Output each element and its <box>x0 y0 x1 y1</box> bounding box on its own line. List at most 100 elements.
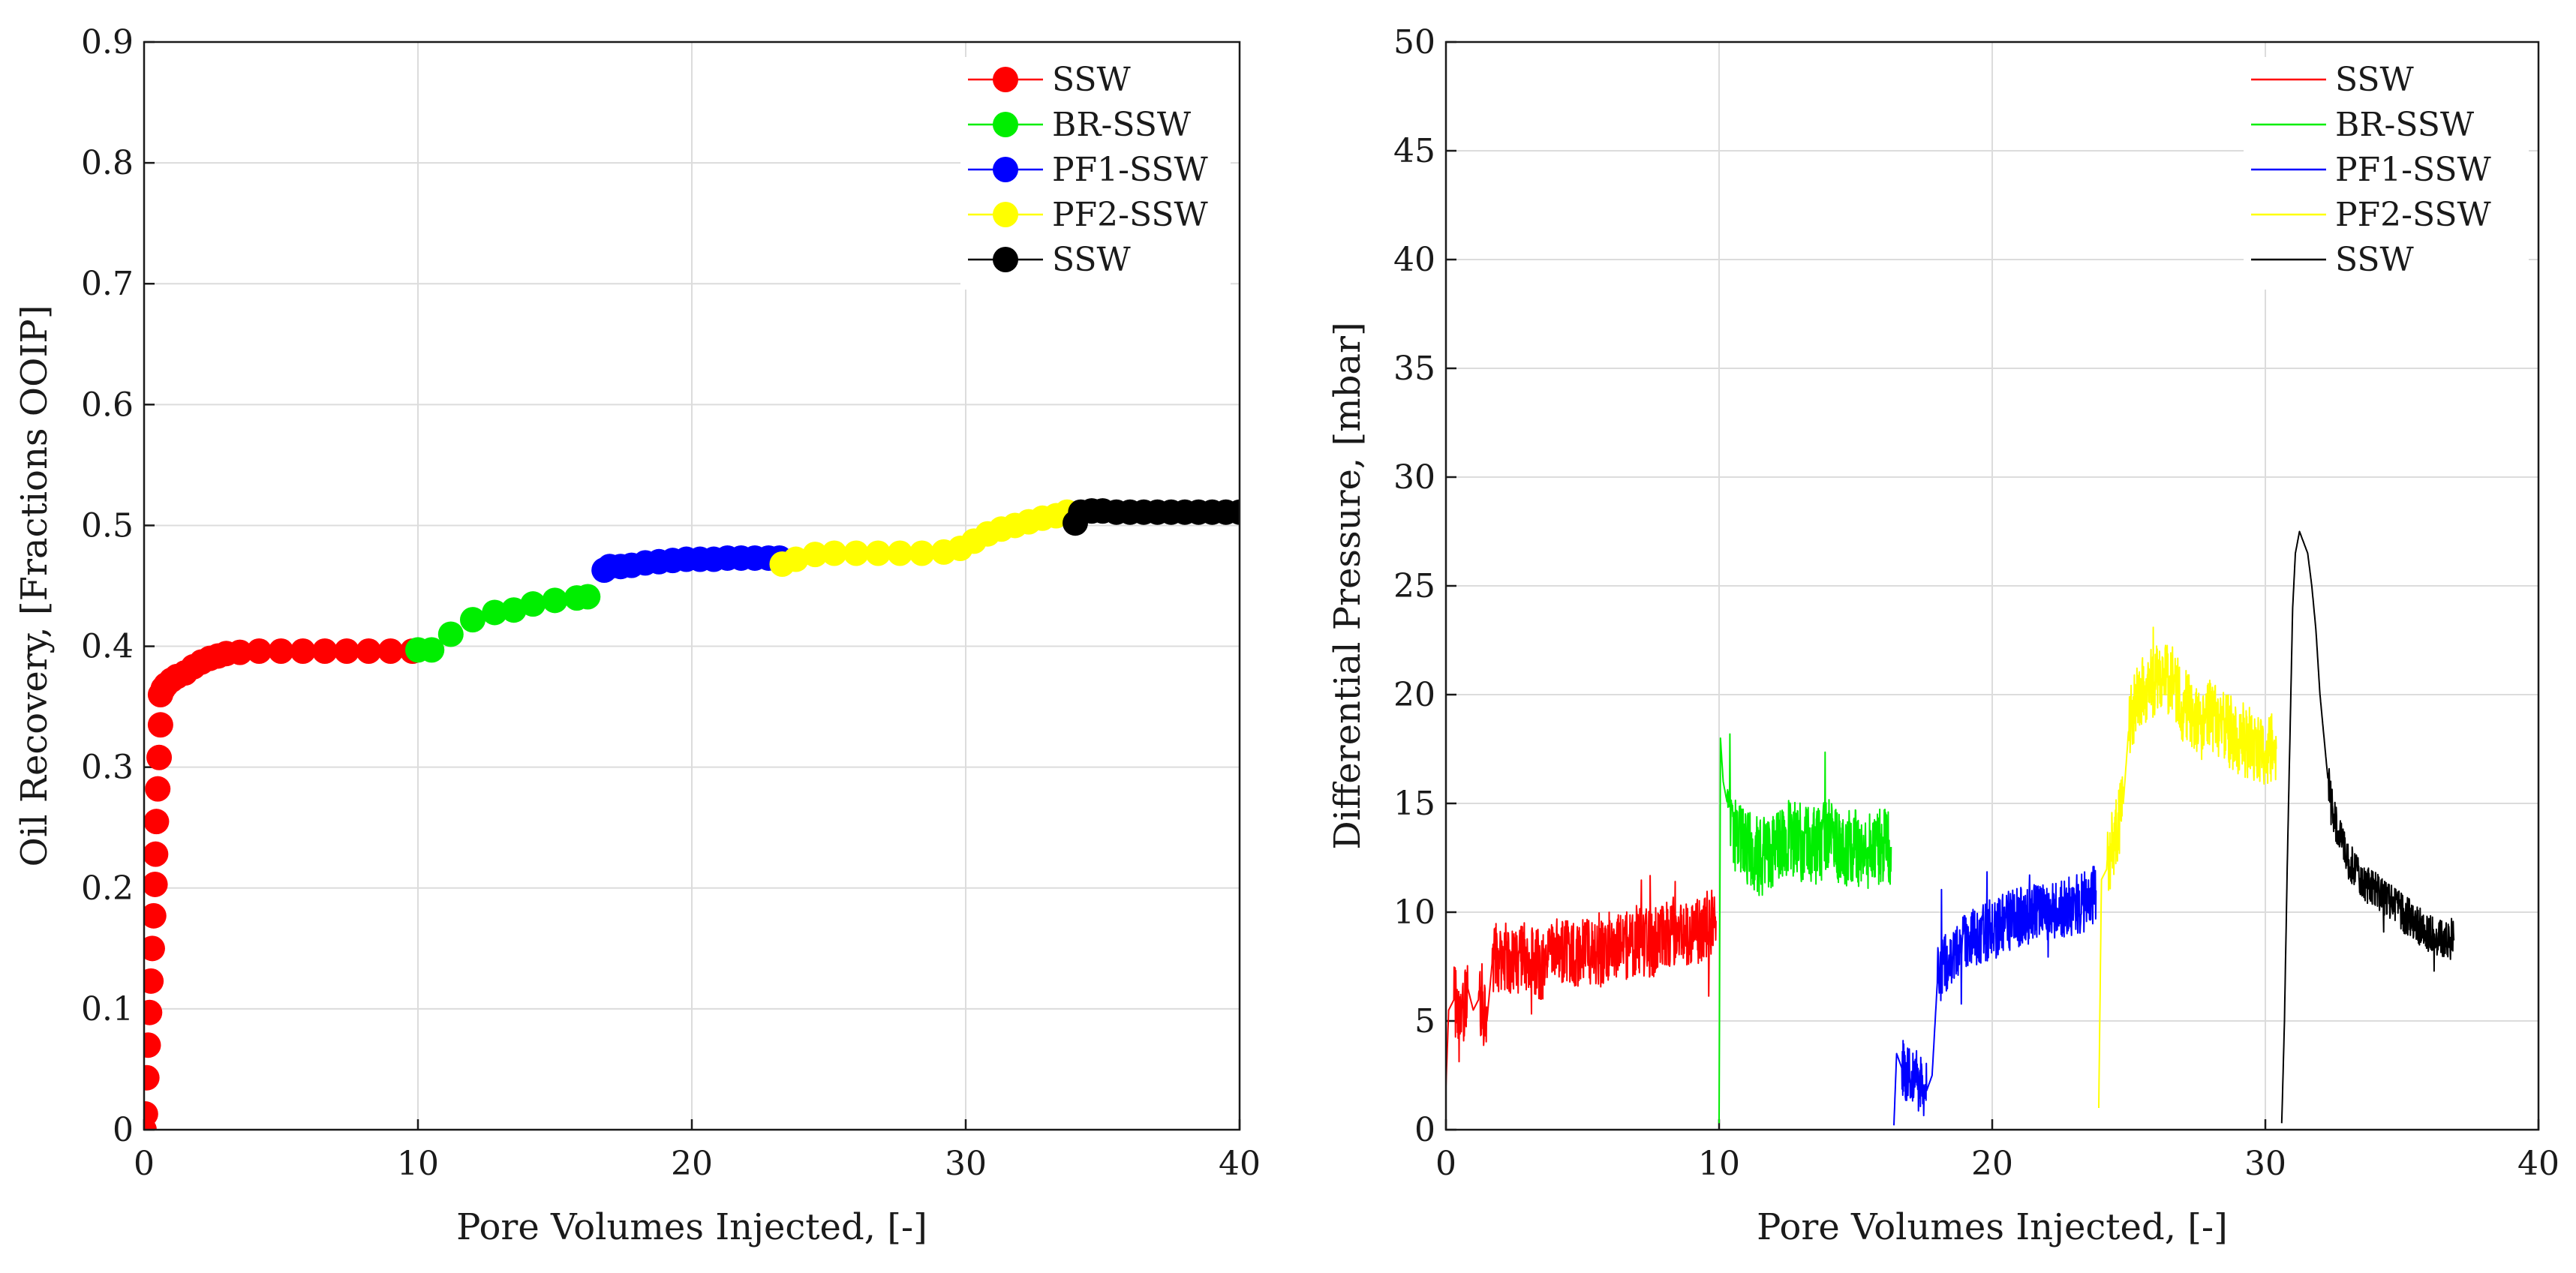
data-point <box>144 871 168 897</box>
data-point <box>144 1032 161 1058</box>
y-tick-label: 0.9 <box>81 23 134 62</box>
series-line-2 <box>1893 866 2097 1126</box>
data-point <box>144 1101 158 1127</box>
y-tick-label: 0.7 <box>81 265 134 303</box>
legend-label: SSW <box>1052 61 1132 99</box>
x-axis-label: Pore Volumes Injected, [-] <box>1757 1206 2228 1248</box>
data-point <box>311 638 338 664</box>
data-point <box>500 597 527 623</box>
data-point <box>144 841 169 867</box>
data-point <box>887 540 913 566</box>
legend-marker <box>993 202 1018 227</box>
x-tick-label: 10 <box>1698 1145 1740 1183</box>
y-tick-label: 0.6 <box>81 386 134 424</box>
y-tick-label: 25 <box>1393 567 1435 605</box>
y-axis-label: Differential Pressure, [mbar] <box>1327 322 1369 849</box>
data-point <box>227 639 253 665</box>
x-tick-label: 0 <box>134 1145 155 1183</box>
data-point <box>268 638 294 664</box>
data-layer <box>144 498 1240 1130</box>
y-tick-label: 0 <box>113 1111 134 1149</box>
data-point <box>783 546 809 572</box>
data-point <box>1227 499 1240 525</box>
differential-pressure-chart: 0 10 20 30 40 0 5 10 15 20 25 30 35 40 45 50 Pore Volume… <box>1327 23 2559 1248</box>
x-tick-label: 10 <box>397 1145 439 1183</box>
legend-box <box>2244 57 2529 290</box>
y-tick-label: 30 <box>1393 458 1435 497</box>
series-3 <box>769 499 1081 577</box>
y-tick-label: 0.5 <box>81 506 134 545</box>
data-point <box>145 776 171 802</box>
data-layer <box>1446 530 2455 1126</box>
y-tick-label: 50 <box>1393 23 1435 62</box>
legend-label: SSW <box>2335 241 2415 279</box>
series-0 <box>144 638 425 1130</box>
data-point <box>482 599 508 626</box>
data-point <box>144 935 165 962</box>
series-line-3 <box>2098 626 2277 1109</box>
y-tick-label: 0.3 <box>81 749 134 787</box>
legend-marker <box>993 157 1018 182</box>
data-point <box>144 902 167 929</box>
x-tick-label: 20 <box>671 1145 713 1183</box>
data-point <box>144 999 163 1025</box>
y-tick-label: 0.1 <box>81 990 134 1028</box>
axes-frame <box>1444 41 2540 1131</box>
legend-label: PF2-SSW <box>1052 196 1209 234</box>
legend-label: BR-SSW <box>2335 106 2475 144</box>
legend-marker <box>993 247 1018 272</box>
legend-label: BR-SSW <box>1052 106 1192 144</box>
x-tick-label: 30 <box>2244 1145 2286 1183</box>
y-tick-label: 0.8 <box>81 144 134 182</box>
data-point <box>334 638 360 664</box>
y-tick-label: 35 <box>1393 350 1435 388</box>
axes-frame <box>143 41 1241 1131</box>
data-point <box>437 621 464 647</box>
series-line-0 <box>1446 875 1717 1087</box>
data-point <box>147 712 173 738</box>
y-tick-label: 5 <box>1414 1002 1435 1040</box>
y-axis-label: Oil Recovery, [Fractions OOIP] <box>14 305 56 867</box>
x-tick-label: 40 <box>2517 1145 2559 1183</box>
x-tick-label: 0 <box>1435 1145 1456 1183</box>
legend-label: SSW <box>1052 241 1132 279</box>
legend-label: SSW <box>2335 61 2415 99</box>
legend-marker <box>993 112 1018 137</box>
x-tick-label: 20 <box>1971 1145 2013 1183</box>
legend-label: PF1-SSW <box>1052 151 1209 189</box>
data-point <box>144 809 170 835</box>
data-point <box>865 540 891 566</box>
data-point <box>821 540 847 566</box>
data-point <box>144 1064 160 1091</box>
y-tick-label: 20 <box>1393 676 1435 714</box>
legend: SSW BR-SSW PF1-SSW PF2-SSW SSW <box>2244 57 2529 290</box>
y-tick-label: 0.2 <box>81 869 134 908</box>
y-tick-label: 10 <box>1393 893 1435 932</box>
data-point <box>144 968 164 994</box>
x-tick-label: 30 <box>945 1145 987 1183</box>
y-tick-label: 45 <box>1393 132 1435 170</box>
y-tick-label: 0.4 <box>81 628 134 666</box>
data-point <box>290 638 316 664</box>
data-point <box>146 744 173 770</box>
data-point <box>909 540 935 566</box>
legend: SSW BR-SSW PF1-SSW PF2-SSW SSW <box>960 57 1231 290</box>
data-point <box>843 540 869 566</box>
data-point <box>356 638 382 664</box>
series-1 <box>405 584 601 663</box>
data-point <box>575 584 601 610</box>
series-line-1 <box>1718 733 1892 1124</box>
y-tick-label: 40 <box>1393 241 1435 279</box>
x-axis-label: Pore Volumes Injected, [-] <box>456 1206 927 1248</box>
series-line-4 <box>2280 530 2455 1124</box>
legend-label: PF1-SSW <box>2335 151 2492 189</box>
data-point <box>460 607 485 633</box>
y-tick-label: 0 <box>1414 1111 1435 1149</box>
legend-label: PF2-SSW <box>2335 196 2492 234</box>
data-point <box>419 637 445 663</box>
x-tick-label: 40 <box>1219 1145 1261 1183</box>
y-tick-label: 15 <box>1393 785 1435 823</box>
data-point <box>542 587 568 614</box>
oil-recovery-chart: 0 10 20 30 40 0 0.1 0.2 0.3 0.4 0.5 0.6 0.7 0.8 0.9 Por… <box>14 23 1261 1248</box>
